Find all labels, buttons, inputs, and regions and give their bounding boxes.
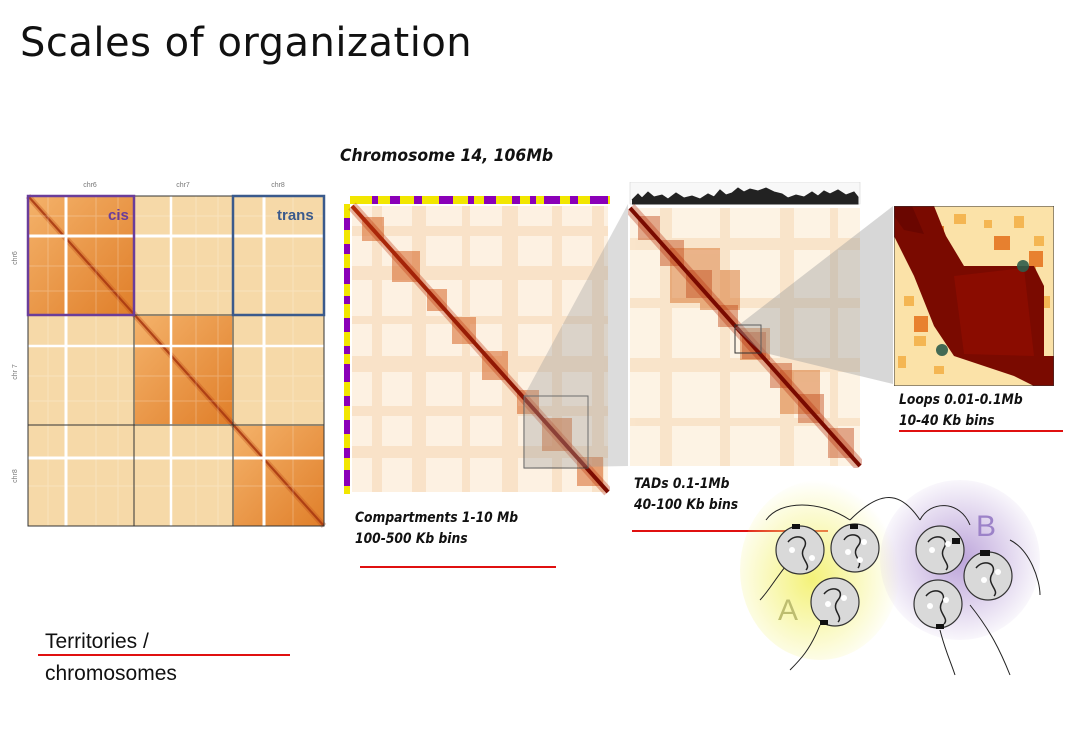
compartment-track-top (350, 196, 610, 204)
col-label-chr7: chr7 (176, 182, 190, 189)
loop-anchor-1 (1017, 260, 1029, 272)
loops-caption-line1: Loops 0.01-0.1Mb (899, 392, 1023, 408)
tads-underline (632, 530, 828, 532)
trans-label: trans (277, 207, 314, 224)
territories-caption-line2: chromosomes (45, 662, 177, 685)
slide-title: Scales of organization (20, 20, 473, 66)
row-label-chr8: chr8 (12, 469, 19, 483)
compartments-caption-line2: 100-500 Kb bins (355, 531, 468, 547)
compartments-heatmap (344, 196, 610, 496)
compartments-caption-line1: Compartments 1-10 Mb (355, 510, 519, 526)
label-b: B (976, 510, 996, 543)
cis-label: cis (108, 207, 129, 224)
loops-heatmap (894, 206, 1054, 386)
tads-caption-line1: TADs 0.1-1Mb (634, 476, 730, 492)
nucleus-compartment-diagram: A B (740, 480, 1041, 676)
zoom-box-loops (734, 324, 762, 354)
territories-underline (38, 654, 290, 656)
loops-caption: Loops 0.01-0.1Mb 10-40 Kb bins (899, 390, 1023, 432)
loops-underline (899, 430, 1063, 432)
loops-caption-line2: 10-40 Kb bins (899, 413, 995, 429)
territories-caption: Territories / chromosomes (45, 626, 177, 690)
territories-caption-line1: Territories / (45, 630, 149, 653)
compartment-track-left (344, 204, 350, 494)
chromosome-title: Chromosome 14, 106Mb (340, 146, 554, 166)
compartments-caption: Compartments 1-10 Mb 100-500 Kb bins (355, 508, 518, 550)
b-domains (913, 525, 1013, 629)
tads-heatmap (628, 182, 862, 468)
col-label-chr6: chr6 (83, 182, 97, 189)
loop-anchor-2 (936, 344, 948, 356)
cis-box (26, 194, 136, 317)
label-a: A (778, 594, 798, 627)
tads-caption-line2: 40-100 Kb bins (634, 497, 739, 513)
tads-caption: TADs 0.1-1Mb 40-100 Kb bins (634, 474, 738, 516)
zoom-cone-2 (735, 206, 893, 384)
compartments-underline (360, 566, 556, 568)
a-domains (775, 523, 880, 627)
col-label-chr8: chr8 (271, 182, 285, 189)
zoom-box-tads (523, 395, 589, 469)
row-label-chr6: chr6 (12, 251, 19, 265)
chromosome-heatmap: chr6 chr7 chr8 chr6 chr 7 chr8 (12, 182, 327, 529)
signal-track (629, 182, 861, 205)
trans-box (231, 194, 326, 317)
row-label-chr7: chr 7 (12, 364, 19, 380)
zoom-cone-1 (524, 204, 628, 468)
